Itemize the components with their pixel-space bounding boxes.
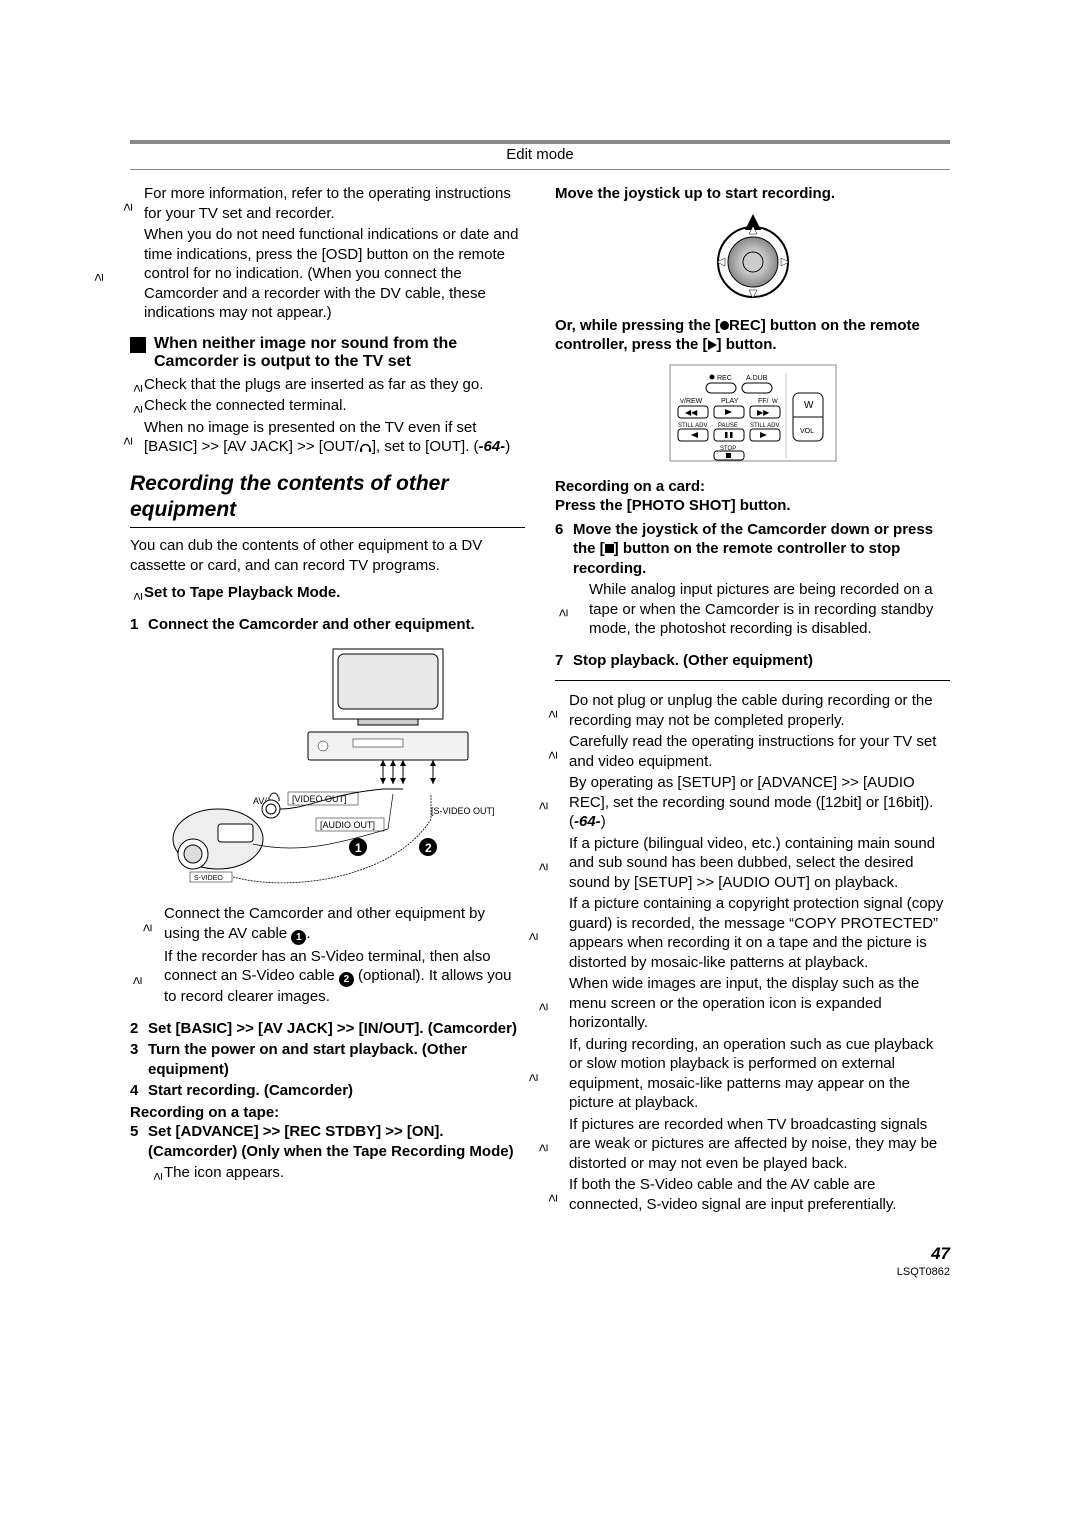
- pre-bullet: Set to Tape Playback Mode.: [130, 583, 525, 603]
- bullet-item: If a picture containing a copyright prot…: [555, 894, 950, 972]
- step-6: 6 Move the joystick of the Camcorder dow…: [555, 520, 950, 579]
- press-photo: Press the [PHOTO SHOT] button.: [555, 496, 950, 516]
- step-3: 3 Turn the power on and start playback. …: [130, 1040, 525, 1079]
- content-columns: For more information, refer to the opera…: [130, 184, 950, 1226]
- rec-on-tape: Recording on a tape:: [130, 1103, 525, 1123]
- bullet-item: For more information, refer to the opera…: [130, 184, 525, 223]
- sub-heading: When neither image nor sound from the Ca…: [130, 335, 525, 371]
- divider: [555, 680, 950, 681]
- svg-text:S-VIDEO: S-VIDEO: [194, 875, 223, 882]
- svg-text:▶▶: ▶▶: [757, 408, 770, 417]
- bullet-item: By operating as [SETUP] or [ADVANCE] >> …: [555, 773, 950, 832]
- connection-diagram: AV/ [VIDEO OUT] [S-VIDEO OUT] [AUDIO OUT…: [130, 644, 525, 894]
- svg-text:PLAY: PLAY: [721, 398, 739, 405]
- sub-bullets: Connect the Camcorder and other equipmen…: [130, 904, 525, 1007]
- intro-text: You can dub the contents of other equipm…: [130, 536, 525, 575]
- svg-text:◀◀: ◀◀: [685, 408, 698, 417]
- svg-text:[VIDEO OUT]: [VIDEO OUT]: [292, 794, 347, 804]
- svg-text:[S-VIDEO OUT]: [S-VIDEO OUT]: [431, 806, 495, 816]
- notes-list: Do not plug or unplug the cable during r…: [555, 691, 950, 1214]
- step-4: 4 Start recording. (Camcorder): [130, 1081, 525, 1101]
- bullet-item: Set to Tape Playback Mode.: [130, 583, 525, 603]
- bullet-item: Check the connected terminal.: [130, 396, 525, 416]
- step-5: 5 Set [ADVANCE] >> [REC STDBY] >> [ON]. …: [130, 1122, 525, 1161]
- right-column: Move the joystick up to start recording.…: [555, 184, 950, 1226]
- svg-text:VOL: VOL: [800, 428, 814, 435]
- section-header: Edit mode: [130, 140, 950, 170]
- bullet-item: Connect the Camcorder and other equipmen…: [150, 904, 525, 945]
- svg-text:2: 2: [425, 841, 432, 855]
- svg-text:FF/: FF/: [758, 398, 769, 405]
- left-column: For more information, refer to the opera…: [130, 184, 525, 1226]
- svg-text:/REW: /REW: [684, 398, 703, 405]
- remote-diagram: REC A.DUB V /REW PLAY FF/ W ◀◀ ▶▶ STILL …: [555, 363, 950, 463]
- step-1: 1 Connect the Camcorder and other equipm…: [130, 615, 525, 635]
- icon-appears-list: The icon appears.: [130, 1163, 525, 1183]
- svg-text:1: 1: [355, 841, 362, 855]
- svg-text:STILL ADV: STILL ADV: [750, 423, 779, 429]
- rec-on-card: Recording on a card:: [555, 477, 950, 497]
- step6-bullet: While analog input pictures are being re…: [555, 580, 950, 639]
- svg-text:[AUDIO OUT]: [AUDIO OUT]: [320, 820, 375, 830]
- top-bullet-list: For more information, refer to the opera…: [130, 184, 525, 323]
- bullet-item: When no image is presented on the TV eve…: [130, 418, 525, 457]
- bullet-item: Check that the plugs are inserted as far…: [130, 375, 525, 395]
- svg-text:W: W: [772, 399, 778, 405]
- bullet-item: Do not plug or unplug the cable during r…: [555, 691, 950, 730]
- bullet-item: The icon appears.: [150, 1163, 525, 1183]
- move-joystick: Move the joystick up to start recording.: [555, 184, 950, 204]
- svg-text:W: W: [804, 400, 814, 411]
- step-7: 7 Stop playback. (Other equipment): [555, 651, 950, 671]
- svg-text:STILL ADV: STILL ADV: [678, 423, 707, 429]
- joystick-diagram: [555, 212, 950, 302]
- page-number: 47: [130, 1244, 950, 1264]
- doc-code: LSQT0862: [130, 1266, 950, 1278]
- bullet-text: When no image is presented on the TV eve…: [144, 418, 525, 457]
- step-2: 2 Set [BASIC] >> [AV JACK] >> [IN/OUT]. …: [130, 1019, 525, 1039]
- bullet-item: Carefully read the operating instruction…: [555, 732, 950, 771]
- or-while: Or, while pressing the [REC] button on t…: [555, 316, 950, 355]
- svg-text:A.DUB: A.DUB: [746, 375, 768, 382]
- bullet-item: If, during recording, an operation such …: [555, 1035, 950, 1113]
- bullet-item: While analog input pictures are being re…: [575, 580, 950, 639]
- bullet-item: When wide images are input, the display …: [555, 974, 950, 1033]
- bullet-item: If the recorder has an S-Video terminal,…: [150, 947, 525, 1007]
- section-title: Recording the contents of other equipmen…: [130, 471, 525, 529]
- bullet-item: When you do not need functional indicati…: [130, 225, 525, 323]
- no-image-bullets: Check that the plugs are inserted as far…: [130, 375, 525, 457]
- svg-text:REC: REC: [717, 375, 732, 382]
- svg-text:PAUSE: PAUSE: [718, 423, 738, 429]
- bullet-item: If a picture (bilingual video, etc.) con…: [555, 834, 950, 893]
- header-title: Edit mode: [506, 146, 574, 163]
- bullet-item: If both the S-Video cable and the AV cab…: [555, 1175, 950, 1214]
- bullet-item: If pictures are recorded when TV broadca…: [555, 1115, 950, 1174]
